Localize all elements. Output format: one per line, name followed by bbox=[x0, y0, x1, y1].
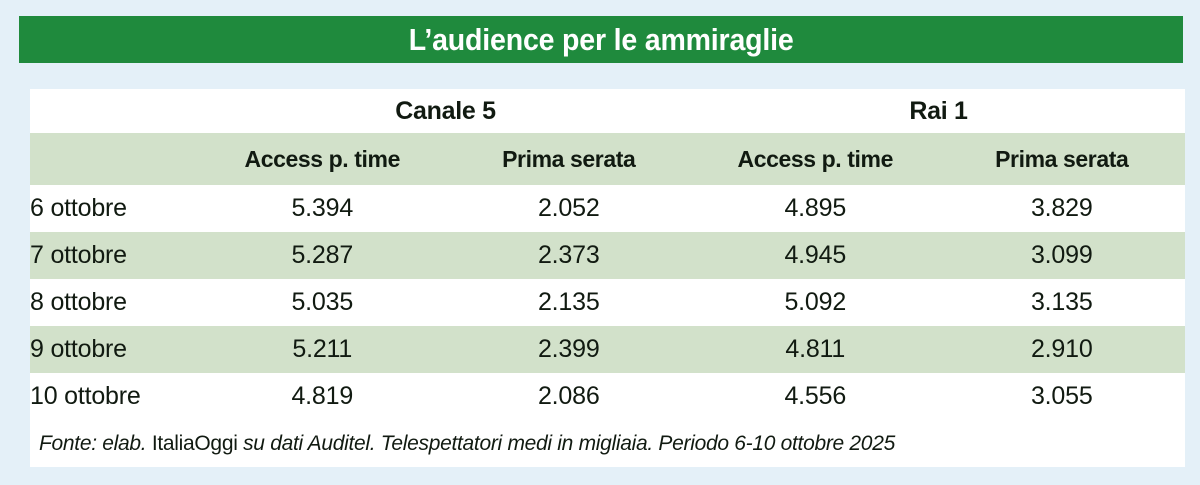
source-note-prefix: Fonte: elab. bbox=[39, 431, 152, 455]
cell-rai1-prima: 3.829 bbox=[938, 185, 1186, 232]
row-day-label: 8 ottobre bbox=[30, 279, 199, 326]
audience-table-wrapper: Canale 5 Rai 1 Access p. time Prima sera… bbox=[30, 89, 1186, 467]
cell-canale5-access: 4.819 bbox=[199, 373, 446, 420]
table-row: 6 ottobre 5.394 2.052 4.895 3.829 bbox=[30, 185, 1186, 232]
page-title: L’audience per le ammiraglie bbox=[408, 21, 794, 57]
cell-rai1-access: 4.945 bbox=[692, 232, 939, 279]
table-row: 8 ottobre 5.035 2.135 5.092 3.135 bbox=[30, 279, 1186, 326]
cell-rai1-access: 5.092 bbox=[692, 279, 939, 326]
row-day-label: 10 ottobre bbox=[30, 373, 199, 420]
column-header-rai1-access: Access p. time bbox=[692, 133, 939, 185]
row-day-label: 7 ottobre bbox=[30, 232, 199, 279]
cell-rai1-prima: 3.055 bbox=[938, 373, 1186, 420]
table-row: 7 ottobre 5.287 2.373 4.945 3.099 bbox=[30, 232, 1186, 279]
column-header-canale5-access: Access p. time bbox=[199, 133, 446, 185]
column-header-canale5-prima: Prima serata bbox=[445, 133, 692, 185]
table-corner-cell bbox=[30, 89, 199, 133]
cell-canale5-prima: 2.086 bbox=[445, 373, 692, 420]
group-header-rai1: Rai 1 bbox=[692, 89, 1186, 133]
row-day-label: 9 ottobre bbox=[30, 326, 199, 373]
table-column-header-row: Access p. time Prima serata Access p. ti… bbox=[30, 133, 1186, 185]
table-row: 10 ottobre 4.819 2.086 4.556 3.055 bbox=[30, 373, 1186, 420]
cell-canale5-access: 5.287 bbox=[199, 232, 446, 279]
audience-table: Canale 5 Rai 1 Access p. time Prima sera… bbox=[30, 89, 1186, 467]
cell-rai1-prima: 3.135 bbox=[938, 279, 1186, 326]
cell-canale5-access: 5.211 bbox=[199, 326, 446, 373]
column-header-rai1-prima: Prima serata bbox=[938, 133, 1186, 185]
cell-canale5-access: 5.035 bbox=[199, 279, 446, 326]
cell-rai1-prima: 3.099 bbox=[938, 232, 1186, 279]
group-header-canale5: Canale 5 bbox=[199, 89, 692, 133]
cell-rai1-access: 4.895 bbox=[692, 185, 939, 232]
cell-rai1-access: 4.556 bbox=[692, 373, 939, 420]
source-note: Fonte: elab. ItaliaOggi su dati Auditel.… bbox=[30, 420, 1186, 467]
table-footnote-row: Fonte: elab. ItaliaOggi su dati Auditel.… bbox=[30, 420, 1186, 467]
table-corner-cell-2 bbox=[30, 133, 199, 185]
cell-canale5-prima: 2.052 bbox=[445, 185, 692, 232]
source-note-suffix: su dati Auditel. Telespettatori medi in … bbox=[237, 431, 895, 455]
title-bar: L’audience per le ammiraglie bbox=[19, 16, 1183, 63]
row-day-label: 6 ottobre bbox=[30, 185, 199, 232]
cell-rai1-access: 4.811 bbox=[692, 326, 939, 373]
cell-canale5-prima: 2.135 bbox=[445, 279, 692, 326]
table-row: 9 ottobre 5.211 2.399 4.811 2.910 bbox=[30, 326, 1186, 373]
cell-rai1-prima: 2.910 bbox=[938, 326, 1186, 373]
table-group-header-row: Canale 5 Rai 1 bbox=[30, 89, 1186, 133]
cell-canale5-prima: 2.373 bbox=[445, 232, 692, 279]
cell-canale5-prima: 2.399 bbox=[445, 326, 692, 373]
source-note-brand: ItaliaOggi bbox=[151, 431, 238, 455]
cell-canale5-access: 5.394 bbox=[199, 185, 446, 232]
